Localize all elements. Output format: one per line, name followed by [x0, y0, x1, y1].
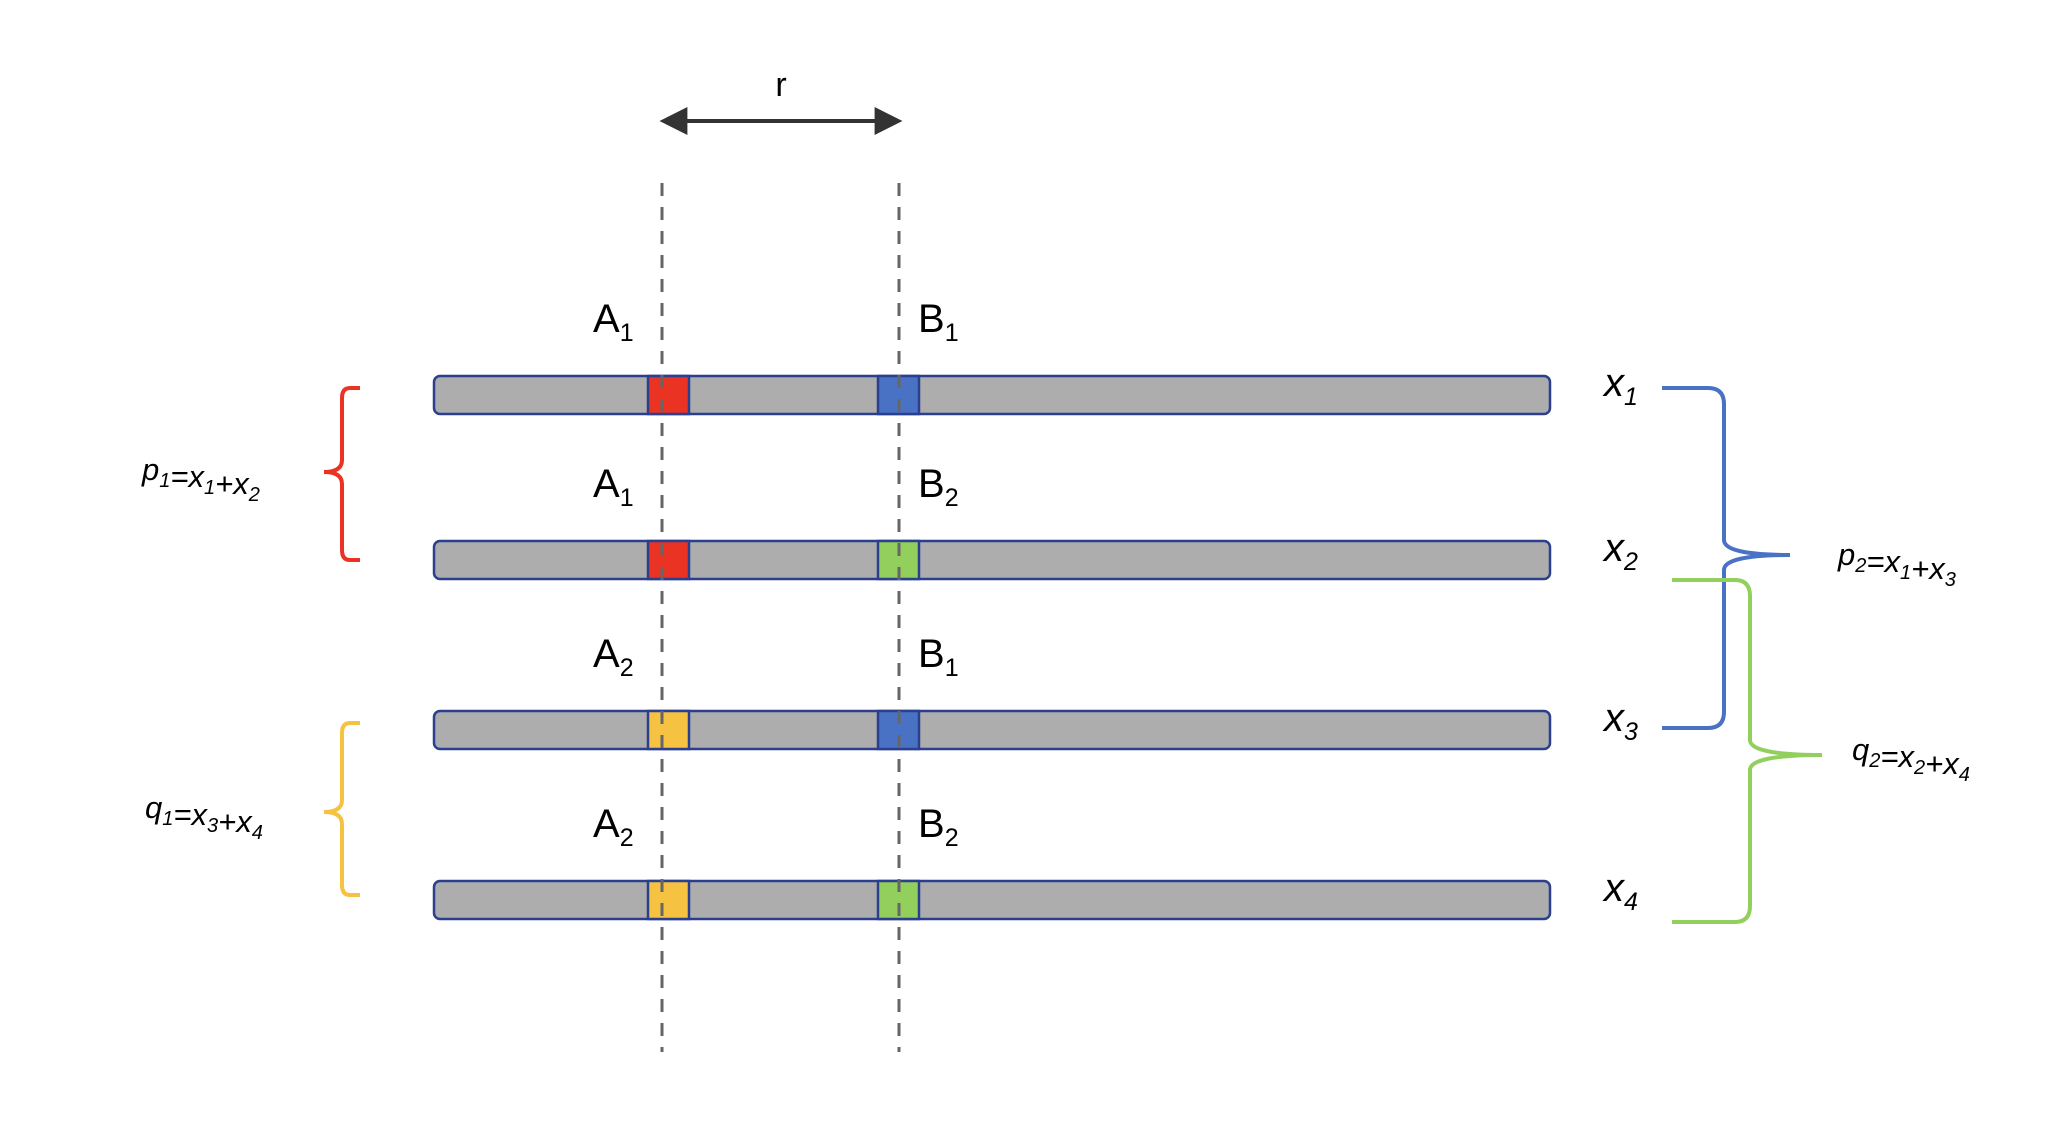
- allele-label-a: A1: [593, 297, 634, 347]
- locus-a-marker: [646, 879, 691, 921]
- locus-a-marker: [646, 374, 691, 416]
- chromosome-bar: [432, 709, 1552, 751]
- locus-a-marker: [646, 709, 691, 751]
- distance-indicator: r: [659, 66, 903, 135]
- chromosome-bar: [432, 539, 1552, 581]
- frequency-label: x3: [1602, 696, 1638, 746]
- allele-label-b: B1: [918, 297, 959, 347]
- frequency-labels: x1 x2 x3 x4: [1602, 361, 1638, 916]
- frequency-label: x4: [1602, 866, 1638, 916]
- equation-q2: q2=x2+x4: [1852, 732, 1970, 786]
- brace-q1: [323, 721, 360, 897]
- allele-label-b: B2: [918, 802, 959, 852]
- allele-label-a: A2: [593, 632, 634, 682]
- equation-p1: p1=x1+x2: [141, 452, 260, 506]
- locus-lines: [660, 183, 901, 1052]
- frequency-label: x1: [1602, 361, 1638, 411]
- distance-label: r: [775, 66, 786, 104]
- frequency-label: x2: [1602, 526, 1638, 576]
- brace-p1: [323, 386, 360, 562]
- chromosome-bar: [432, 879, 1552, 921]
- brace-p2: [1662, 386, 1791, 730]
- locus-a-marker: [646, 539, 691, 581]
- allele-label-a: A2: [593, 802, 634, 852]
- brace-q2: [1672, 578, 1823, 924]
- equation-q1: q1=x3+x4: [145, 790, 263, 844]
- equation-p2: p2=x1+x3: [1837, 537, 1956, 591]
- allele-label-a: A1: [593, 462, 634, 512]
- allele-label-b: B2: [918, 462, 959, 512]
- chromosome-bars: [432, 374, 1552, 921]
- chromosome-bar: [432, 374, 1552, 416]
- braces: [323, 386, 1823, 924]
- allele-label-b: B1: [918, 632, 959, 682]
- allele-labels: A1 B1 A1 B2 A2 B1 A2 B2: [593, 297, 959, 852]
